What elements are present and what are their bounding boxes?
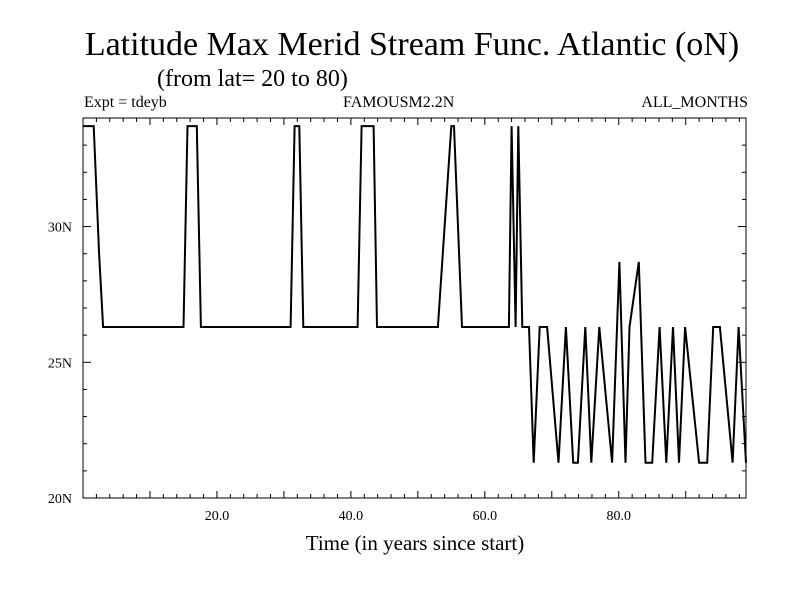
model-label: FAMOUSM2.2N — [343, 94, 455, 111]
x-tick-label: 80.0 — [607, 509, 632, 524]
plot-frame — [82, 117, 747, 499]
y-tick-label: 30N — [48, 221, 72, 236]
x-tick-label: 20.0 — [205, 509, 230, 524]
y-tick-label: 25N — [48, 356, 72, 371]
experiment-label: Expt = tdeyb — [84, 94, 167, 111]
series-line-0 — [83, 125, 747, 464]
x-axis-title: Time (in years since start) — [306, 531, 525, 555]
chart-subtitle: (from lat= 20 to 80) — [157, 66, 348, 92]
x-tick-label: 60.0 — [473, 509, 498, 524]
y-tick-label: 20N — [48, 492, 72, 507]
plot-marks — [83, 125, 747, 464]
axes-layer: 20.0 40.0 60.0 80.0 20N 25N 30N — [48, 117, 747, 524]
months-label: ALL_MONTHS — [641, 94, 748, 111]
chart-title: Latitude Max Merid Stream Func. Atlantic… — [84, 26, 740, 63]
x-tick-label: 40.0 — [339, 509, 364, 524]
